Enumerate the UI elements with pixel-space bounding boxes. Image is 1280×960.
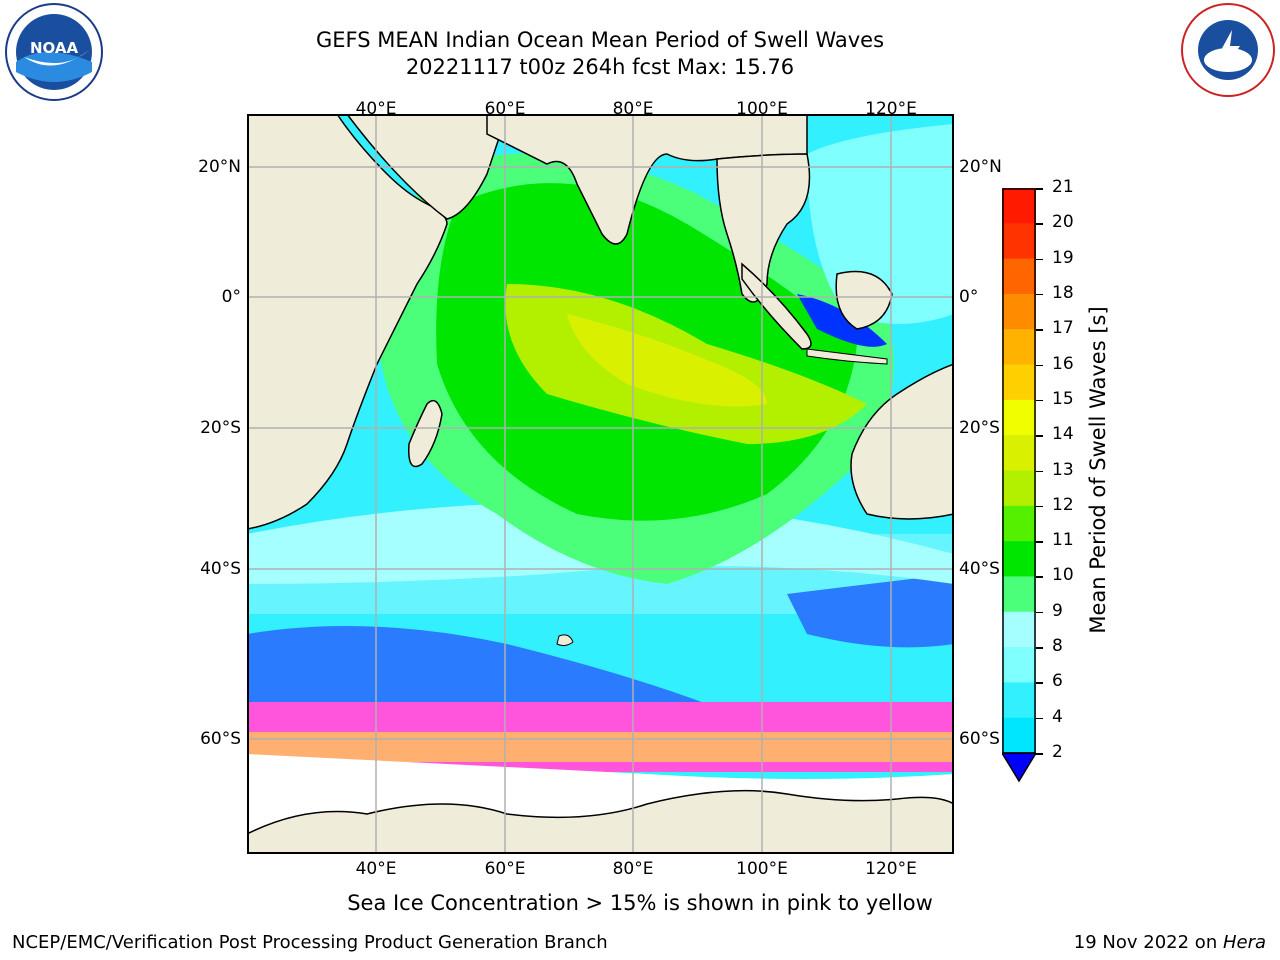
colorbar-tick-label: 6 bbox=[1052, 671, 1063, 692]
noaa-logo-text: NOAA bbox=[29, 39, 79, 57]
lon-label-bottom-120: 120°E bbox=[865, 859, 917, 879]
lat-label-left-60s: 60°S bbox=[200, 729, 241, 749]
colorbar-tick-label: 16 bbox=[1052, 353, 1074, 374]
colorbar-tick-label: 18 bbox=[1052, 282, 1074, 303]
lon-label-top-40: 40°E bbox=[355, 99, 397, 119]
footer-host: Hera bbox=[1222, 932, 1266, 953]
colorbar-segment bbox=[1002, 329, 1036, 366]
colorbar-tick-mark bbox=[1036, 611, 1043, 614]
colorbar-svg bbox=[1000, 188, 1038, 783]
colorbar-label: Mean Period of Swell Waves [s] bbox=[1086, 306, 1110, 634]
colorbar-segment bbox=[1002, 682, 1036, 719]
lon-label-bottom-100: 100°E bbox=[736, 859, 788, 879]
colorbar-tick-label: 9 bbox=[1052, 600, 1063, 621]
colorbar-under-arrow bbox=[1000, 752, 1038, 783]
colorbar-tick-mark bbox=[1036, 223, 1043, 225]
colorbar-tick-mark bbox=[1036, 470, 1043, 472]
colorbar-tick-mark bbox=[1036, 435, 1043, 437]
colorbar-tick-label: 10 bbox=[1052, 565, 1074, 586]
graticule bbox=[247, 114, 954, 854]
colorbar-tick-label: 20 bbox=[1052, 212, 1074, 233]
colorbar-tick-mark bbox=[1036, 364, 1043, 367]
lon-label-bottom-80: 80°E bbox=[612, 859, 654, 879]
caption: Sea Ice Concentration > 15% is shown in … bbox=[347, 891, 933, 915]
colorbar-tick-mark bbox=[1036, 717, 1043, 720]
lat-label-right-40s: 40°S bbox=[959, 559, 1000, 579]
lat-label-left-20s: 20°S bbox=[200, 418, 241, 438]
colorbar-tick-label: 15 bbox=[1052, 388, 1074, 409]
lon-label-top-80: 80°E bbox=[612, 99, 654, 119]
chart-subtitle: 20221117 t00z 264h fcst Max: 15.76 bbox=[405, 55, 795, 79]
lat-label-right-20s: 20°S bbox=[959, 418, 1000, 438]
map-canvas bbox=[247, 114, 954, 854]
lat-label-right-0: 0° bbox=[959, 287, 979, 307]
lat-label-left-20n: 20°N bbox=[198, 157, 241, 177]
noaa-logo: NOAA bbox=[4, 2, 104, 102]
chart-title: GEFS MEAN Indian Ocean Mean Period of Sw… bbox=[315, 28, 885, 52]
colorbar-tick-mark bbox=[1036, 258, 1043, 261]
colorbar-tick-mark bbox=[1036, 188, 1043, 190]
lon-label-bottom-40: 40°E bbox=[355, 859, 397, 879]
colorbar-tick-label: 4 bbox=[1052, 706, 1063, 727]
footer-credit: NCEP/EMC/Verification Post Processing Pr… bbox=[12, 932, 608, 953]
colorbar-tick-mark bbox=[1036, 682, 1043, 684]
colorbar-tick-mark bbox=[1036, 647, 1043, 649]
colorbar-tick-label: 12 bbox=[1052, 494, 1074, 515]
colorbar-tick-mark bbox=[1036, 576, 1043, 578]
colorbar-tick-mark bbox=[1036, 399, 1043, 402]
colorbar bbox=[1000, 188, 1038, 783]
lon-label-top-60: 60°E bbox=[484, 99, 526, 119]
colorbar-tick-mark bbox=[1036, 293, 1043, 296]
colorbar-tick-label: 21 bbox=[1052, 177, 1074, 197]
lon-label-bottom-60: 60°E bbox=[484, 859, 526, 879]
lat-label-right-60s: 60°S bbox=[959, 729, 1000, 749]
colorbar-segment bbox=[1002, 470, 1036, 507]
colorbar-tick-label: 2 bbox=[1052, 742, 1063, 762]
colorbar-segment bbox=[1002, 541, 1036, 577]
colorbar-tick-label: 17 bbox=[1052, 318, 1074, 339]
colorbar-segment bbox=[1002, 188, 1036, 224]
colorbar-segment bbox=[1002, 647, 1036, 683]
colorbar-tick-label: 13 bbox=[1052, 459, 1074, 480]
colorbar-tick-mark bbox=[1036, 541, 1043, 543]
colorbar-segment bbox=[1002, 505, 1036, 542]
colorbar-segment bbox=[1002, 364, 1036, 401]
colorbar-tick-mark bbox=[1036, 505, 1043, 508]
colorbar-segment bbox=[1002, 435, 1036, 471]
lat-label-left-40s: 40°S bbox=[200, 559, 241, 579]
lon-label-top-100: 100°E bbox=[736, 99, 788, 119]
footer-date-text: 19 Nov 2022 on bbox=[1073, 932, 1223, 953]
colorbar-segment bbox=[1002, 717, 1036, 754]
colorbar-tick-mark bbox=[1036, 753, 1043, 755]
colorbar-segment bbox=[1002, 223, 1036, 260]
colorbar-tick-label: 8 bbox=[1052, 636, 1063, 657]
map-frame bbox=[247, 114, 954, 854]
colorbar-segment bbox=[1002, 258, 1036, 295]
colorbar-tick-label: 11 bbox=[1052, 530, 1074, 551]
colorbar-frame bbox=[1002, 188, 1036, 754]
colorbar-segment bbox=[1002, 399, 1036, 436]
colorbar-tick-label: 19 bbox=[1052, 247, 1074, 268]
nws-logo bbox=[1180, 2, 1276, 98]
colorbar-tick-label: 14 bbox=[1052, 424, 1074, 445]
lat-label-left-0: 0° bbox=[221, 287, 241, 307]
lon-label-top-120: 120°E bbox=[865, 99, 917, 119]
lat-label-right-20n: 20°N bbox=[959, 157, 1002, 177]
colorbar-segment bbox=[1002, 611, 1036, 648]
footer-date: 19 Nov 2022 on Hera bbox=[1074, 932, 1266, 953]
colorbar-segment bbox=[1002, 576, 1036, 613]
colorbar-segment bbox=[1002, 293, 1036, 330]
colorbar-tick-mark bbox=[1036, 329, 1043, 331]
